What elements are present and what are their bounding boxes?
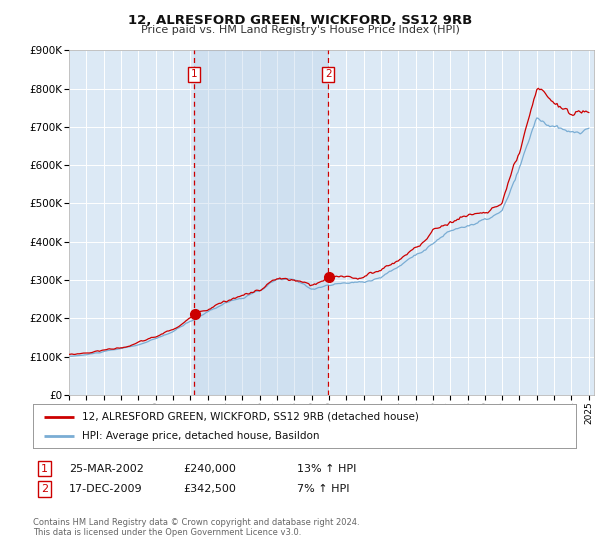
Text: Contains HM Land Registry data © Crown copyright and database right 2024.
This d: Contains HM Land Registry data © Crown c… (33, 518, 359, 538)
Text: £342,500: £342,500 (183, 484, 236, 494)
Bar (194, 50, 328, 395)
Text: 2: 2 (325, 69, 332, 80)
Text: 17-DEC-2009: 17-DEC-2009 (69, 484, 143, 494)
Text: 13% ↑ HPI: 13% ↑ HPI (297, 464, 356, 474)
Text: £240,000: £240,000 (183, 464, 236, 474)
Text: 2: 2 (41, 484, 48, 494)
Text: 12, ALRESFORD GREEN, WICKFORD, SS12 9RB: 12, ALRESFORD GREEN, WICKFORD, SS12 9RB (128, 14, 472, 27)
Text: Price paid vs. HM Land Registry's House Price Index (HPI): Price paid vs. HM Land Registry's House … (140, 25, 460, 35)
Text: 12, ALRESFORD GREEN, WICKFORD, SS12 9RB (detached house): 12, ALRESFORD GREEN, WICKFORD, SS12 9RB … (82, 412, 419, 422)
Text: 25-MAR-2002: 25-MAR-2002 (69, 464, 144, 474)
Text: 1: 1 (41, 464, 48, 474)
Text: 1: 1 (191, 69, 197, 80)
Text: HPI: Average price, detached house, Basildon: HPI: Average price, detached house, Basi… (82, 431, 319, 441)
Text: 7% ↑ HPI: 7% ↑ HPI (297, 484, 349, 494)
